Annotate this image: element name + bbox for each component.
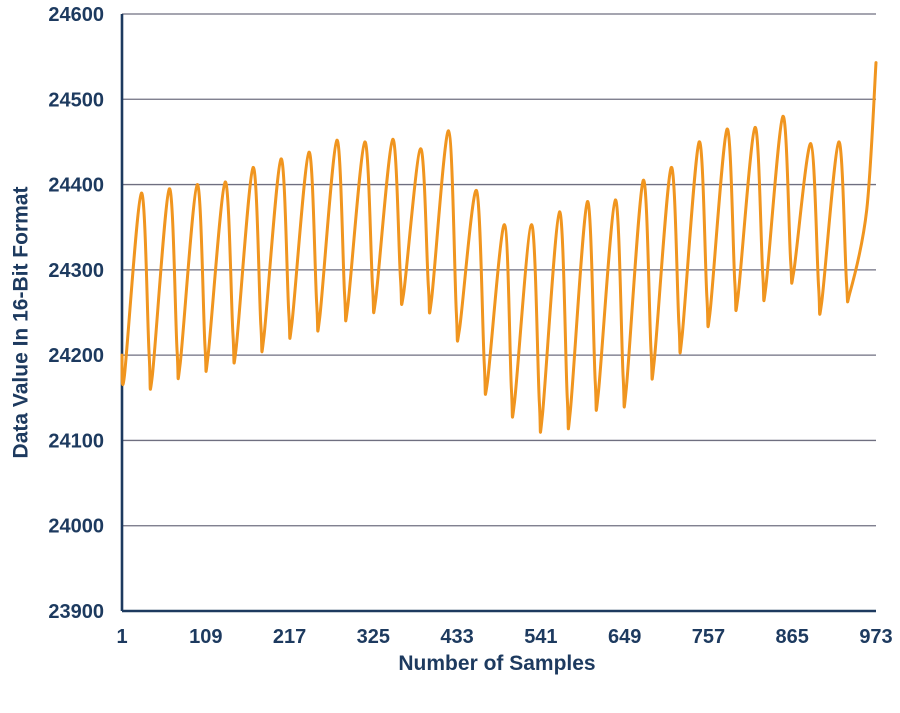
x-tick-label-649: 649 bbox=[608, 626, 641, 648]
y-tick-labels: 23900 24000 24100 24200 24300 24400 24500 24600 bbox=[48, 4, 104, 623]
x-tick-label-109: 109 bbox=[189, 626, 222, 648]
y-axis-title: Data Value In 16-Bit Format bbox=[9, 187, 32, 459]
x-tick-label-1: 1 bbox=[116, 626, 127, 648]
series-line-0 bbox=[120, 61, 878, 434]
series-group bbox=[120, 61, 878, 434]
x-axis-title: Number of Samples bbox=[398, 652, 595, 675]
axes bbox=[120, 14, 876, 613]
y-tick-label-24000: 24000 bbox=[48, 516, 104, 538]
x-tick-label-973: 973 bbox=[859, 626, 892, 648]
x-tick-label-757: 757 bbox=[692, 626, 725, 648]
y-tick-label-24200: 24200 bbox=[48, 345, 104, 367]
y-tick-label-24100: 24100 bbox=[48, 430, 104, 452]
x-tick-label-325: 325 bbox=[357, 626, 390, 648]
x-tick-label-217: 217 bbox=[273, 626, 306, 648]
y-tick-label-23900: 23900 bbox=[48, 601, 104, 623]
x-tick-label-541: 541 bbox=[524, 626, 557, 648]
gridlines bbox=[122, 13, 876, 527]
x-tick-labels: 1 109 217 325 433 541 649 757 865 973 bbox=[116, 626, 892, 648]
y-tick-label-24600: 24600 bbox=[48, 4, 104, 26]
y-tick-label-24500: 24500 bbox=[48, 89, 104, 111]
x-tick-label-865: 865 bbox=[776, 626, 809, 648]
y-tick-label-24300: 24300 bbox=[48, 260, 104, 282]
x-tick-label-433: 433 bbox=[440, 626, 473, 648]
y-tick-label-24400: 24400 bbox=[48, 175, 104, 197]
